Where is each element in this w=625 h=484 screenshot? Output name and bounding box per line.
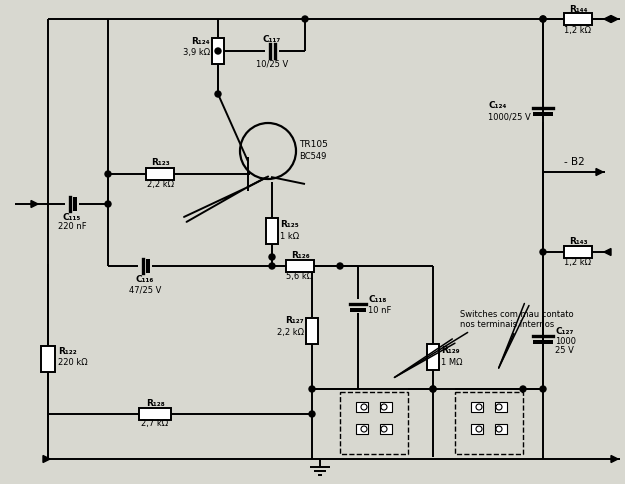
- Bar: [495, 402, 507, 412]
- Bar: [455, 392, 523, 454]
- Bar: [340, 392, 408, 454]
- Circle shape: [540, 249, 546, 256]
- Polygon shape: [533, 340, 553, 344]
- Text: C₁₁₈: C₁₁₈: [368, 295, 386, 304]
- Circle shape: [105, 172, 111, 178]
- Text: 1000/25 V: 1000/25 V: [488, 112, 531, 121]
- Text: R₁₂₃: R₁₂₃: [151, 158, 169, 167]
- Text: R₁₂₆: R₁₂₆: [291, 250, 309, 259]
- Bar: [266, 219, 278, 244]
- Text: R₁₂₉: R₁₂₉: [441, 346, 459, 355]
- Bar: [380, 424, 392, 434]
- Circle shape: [215, 49, 221, 55]
- Circle shape: [430, 386, 436, 392]
- Polygon shape: [533, 113, 553, 117]
- Text: R₁₂₇: R₁₂₇: [285, 316, 304, 325]
- Text: 2,2 kΩ: 2,2 kΩ: [277, 328, 304, 337]
- Circle shape: [337, 263, 343, 270]
- Circle shape: [309, 411, 315, 417]
- Polygon shape: [31, 201, 38, 208]
- Bar: [471, 424, 483, 434]
- Circle shape: [520, 386, 526, 392]
- Text: C₁₂₇: C₁₂₇: [555, 327, 574, 336]
- Text: 1 MΩ: 1 MΩ: [441, 358, 462, 367]
- Bar: [564, 246, 592, 258]
- Text: 1 kΩ: 1 kΩ: [280, 232, 299, 241]
- Text: R₁₂₂: R₁₂₂: [58, 347, 77, 356]
- Circle shape: [269, 263, 275, 270]
- Bar: [41, 346, 55, 372]
- Circle shape: [105, 201, 111, 208]
- Bar: [427, 344, 439, 370]
- Bar: [380, 402, 392, 412]
- Circle shape: [309, 386, 315, 392]
- Text: - B2: - B2: [564, 157, 585, 166]
- Polygon shape: [43, 455, 50, 463]
- Text: 25 V: 25 V: [555, 346, 574, 355]
- Text: BC549: BC549: [299, 152, 326, 161]
- Text: 47/25 V: 47/25 V: [129, 285, 161, 294]
- Bar: [212, 39, 224, 65]
- Bar: [306, 318, 318, 344]
- Text: 10/25 V: 10/25 V: [256, 60, 288, 68]
- Text: 1000: 1000: [555, 337, 576, 346]
- Text: TR105: TR105: [299, 140, 328, 149]
- Text: R₁₂₅: R₁₂₅: [280, 220, 299, 229]
- Bar: [471, 402, 483, 412]
- Circle shape: [430, 386, 436, 392]
- Polygon shape: [350, 308, 366, 312]
- Polygon shape: [604, 249, 611, 256]
- Text: R₁₄₃: R₁₄₃: [569, 237, 588, 246]
- Circle shape: [302, 17, 308, 23]
- Circle shape: [540, 17, 546, 23]
- Bar: [139, 408, 171, 420]
- Text: 220 kΩ: 220 kΩ: [58, 358, 88, 367]
- Polygon shape: [146, 259, 149, 273]
- Text: R₁₂₄: R₁₂₄: [191, 37, 210, 46]
- Bar: [564, 14, 592, 26]
- Polygon shape: [604, 16, 611, 23]
- Polygon shape: [596, 169, 603, 176]
- Text: C₁₁₆: C₁₁₆: [136, 275, 154, 284]
- Circle shape: [540, 386, 546, 392]
- Text: 5,6 kΩ: 5,6 kΩ: [286, 272, 314, 281]
- Text: 2,7 kΩ: 2,7 kΩ: [141, 419, 169, 428]
- Circle shape: [215, 92, 221, 98]
- Circle shape: [269, 255, 275, 260]
- Bar: [356, 402, 368, 412]
- Bar: [286, 260, 314, 272]
- Polygon shape: [72, 197, 76, 212]
- Text: 3,9 kΩ: 3,9 kΩ: [183, 48, 210, 58]
- Text: C₁₂₄: C₁₂₄: [488, 100, 506, 109]
- Text: R₁₂₈: R₁₂₈: [146, 399, 164, 408]
- Text: C₁₁₇: C₁₁₇: [263, 35, 281, 45]
- Text: 220 nF: 220 nF: [58, 222, 86, 231]
- Text: Switches com mau contato
nos terminais internos: Switches com mau contato nos terminais i…: [460, 309, 574, 329]
- Text: C₁₁₅: C₁₁₅: [63, 213, 81, 222]
- Bar: [146, 168, 174, 181]
- Polygon shape: [611, 16, 618, 23]
- Text: 2,2 kΩ: 2,2 kΩ: [146, 180, 174, 189]
- Polygon shape: [611, 455, 618, 463]
- Text: 10 nF: 10 nF: [368, 306, 391, 315]
- Bar: [356, 424, 368, 434]
- Text: 1,2 kΩ: 1,2 kΩ: [564, 26, 591, 34]
- Text: 1,2 kΩ: 1,2 kΩ: [564, 258, 591, 267]
- Circle shape: [540, 17, 546, 23]
- Bar: [495, 424, 507, 434]
- Text: R₁₄₄: R₁₄₄: [569, 4, 588, 14]
